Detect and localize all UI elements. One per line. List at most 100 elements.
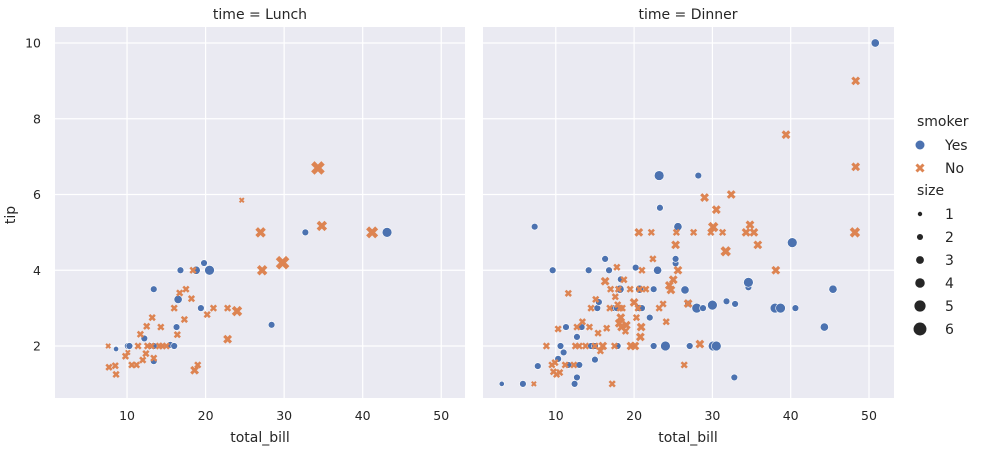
data-point-smoker-no [849, 227, 861, 238]
data-point-smoker-yes [498, 380, 505, 387]
data-point-smoker-yes [828, 284, 838, 294]
data-point-smoker-no [616, 313, 626, 323]
data-point-smoker-yes [593, 304, 601, 312]
legend-size-marker-icon [916, 256, 924, 264]
panel-dinner: time = Dinner 10 20 30 40 50 total_bill [483, 7, 894, 446]
data-point-smoker-yes [559, 348, 568, 357]
data-point-smoker-no [581, 342, 590, 350]
data-point-smoker-no [170, 304, 178, 312]
data-point-smoker-no [194, 361, 202, 369]
legend-x-marker-icon [915, 163, 925, 173]
data-point-smoker-no [238, 197, 245, 204]
data-point-smoker-yes [646, 313, 654, 322]
data-point-smoker-yes [200, 259, 208, 267]
data-point-smoker-no [626, 285, 634, 293]
data-point-smoker-no [223, 334, 233, 344]
panel-lunch: time = Lunch 10 20 30 40 50 total_bill 2 4 6 8 1… [3, 7, 465, 446]
data-point-smoker-no [162, 342, 170, 350]
data-point-smoker-no [662, 318, 670, 326]
data-point-smoker-no [209, 304, 218, 312]
legend-size-label: 2 [945, 230, 954, 246]
data-point-smoker-no [749, 227, 759, 237]
legend-size-label: 5 [945, 299, 954, 315]
data-point-smoker-no [187, 295, 196, 303]
data-point-smoker-yes [660, 340, 671, 352]
x-tick-label: 10 [548, 408, 564, 423]
legend-entry-yes: Yes [915, 138, 968, 154]
legend-size-label: 1 [945, 207, 954, 223]
legend-size-label: 4 [945, 276, 954, 292]
data-point-smoker-no [642, 285, 650, 293]
data-point-smoker-no [711, 205, 721, 215]
data-point-smoker-no [139, 356, 147, 364]
legend-size-title: size [917, 183, 944, 199]
legend-size-label: 3 [945, 253, 954, 269]
x-tick-label: 50 [433, 408, 449, 423]
data-point-smoker-no [695, 339, 705, 349]
data-point-smoker-no [647, 228, 655, 236]
data-point-smoker-yes [819, 322, 829, 332]
data-point-smoker-yes [694, 171, 703, 180]
data-point-smoker-no [621, 327, 630, 335]
data-point-smoker-yes [197, 304, 205, 312]
data-point-smoker-no [105, 343, 112, 349]
data-point-smoker-yes [791, 304, 800, 312]
data-point-smoker-no [618, 304, 626, 312]
data-point-smoker-yes [573, 373, 581, 382]
data-point-smoker-no [592, 295, 600, 304]
y-tick-label: 4 [33, 263, 41, 278]
data-point-smoker-yes [570, 380, 579, 388]
data-point-smoker-no [203, 310, 211, 319]
data-point-smoker-no [621, 320, 631, 330]
data-point-smoker-no [573, 323, 581, 331]
y-ticks: 2 4 6 8 10 [25, 36, 41, 354]
data-point-smoker-no [561, 361, 569, 369]
data-point-smoker-yes [649, 285, 658, 293]
data-point-smoker-no [564, 289, 572, 297]
data-point-smoker-no [781, 130, 791, 140]
plot-area-lunch [55, 27, 465, 398]
y-tick-label: 8 [33, 111, 41, 126]
data-point-smoker-yes [870, 38, 880, 48]
data-point-smoker-no [608, 380, 616, 388]
data-point-smoker-no [587, 304, 595, 312]
data-point-smoker-no [635, 285, 644, 293]
data-point-smoker-yes [584, 266, 593, 274]
data-point-smoker-yes [649, 342, 658, 350]
data-point-smoker-no [256, 265, 268, 276]
data-point-smoker-yes [573, 333, 581, 341]
x-tick-label: 40 [783, 408, 799, 423]
data-point-smoker-no [610, 342, 619, 350]
y-tick-label: 2 [33, 339, 41, 354]
data-point-smoker-no [551, 359, 559, 367]
legend: smoker Yes No size 1 2 3 4 5 6 [913, 114, 969, 338]
data-point-smoker-no [606, 285, 615, 293]
x-tick-label: 50 [861, 408, 877, 423]
data-point-smoker-no [111, 362, 119, 370]
data-point-smoker-no [672, 228, 681, 236]
data-point-smoker-yes [548, 266, 557, 274]
data-point-smoker-no [632, 313, 641, 322]
data-point-smoker-no [638, 266, 646, 274]
data-point-smoker-yes [556, 342, 565, 350]
data-point-smoker-no [142, 349, 150, 358]
data-point-smoker-yes [671, 255, 680, 263]
data-point-smoker-yes [653, 265, 663, 275]
data-point-smoker-yes [699, 304, 707, 312]
x-tick-label: 10 [119, 408, 135, 423]
data-point-smoker-no [668, 275, 678, 285]
data-point-smoker-yes [381, 227, 393, 238]
legend-circle-marker-icon [915, 140, 925, 150]
panel-title-dinner: time = Dinner [638, 7, 737, 23]
data-point-smoker-no [366, 226, 379, 239]
data-point-smoker-no [594, 329, 602, 337]
legend-label-yes: Yes [944, 138, 968, 154]
data-point-smoker-no [745, 220, 755, 230]
x-tick-label: 30 [704, 408, 720, 423]
data-point-smoker-no [143, 322, 151, 330]
points-dinner [498, 38, 880, 388]
data-point-smoker-no [173, 331, 181, 339]
data-point-smoker-no [634, 304, 642, 312]
data-point-smoker-no [150, 354, 158, 362]
data-point-smoker-no [613, 263, 621, 271]
